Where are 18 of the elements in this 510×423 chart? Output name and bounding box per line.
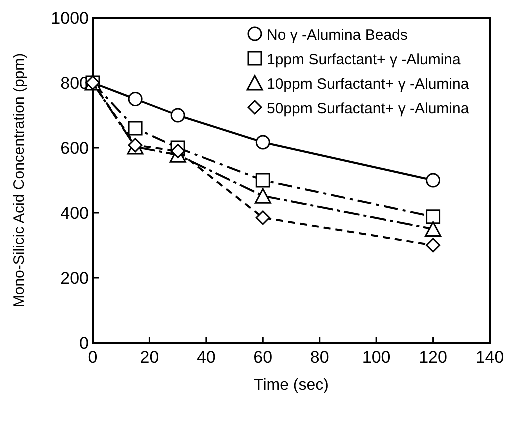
y-tick-label: 0 bbox=[80, 334, 89, 353]
y-tick-label: 1000 bbox=[51, 9, 89, 28]
legend-label: 10ppm Surfactant+ γ -Alumina bbox=[267, 76, 470, 93]
y-tick-label: 200 bbox=[60, 269, 89, 288]
x-tick-label: 120 bbox=[419, 348, 448, 367]
y-tick-label: 600 bbox=[60, 139, 89, 158]
legend-label: 1ppm Surfactant+ γ -Alumina bbox=[267, 52, 462, 68]
y-tick-label: 400 bbox=[60, 204, 89, 223]
x-tick-label: 60 bbox=[254, 348, 273, 367]
legend-label: 50ppm Surfactant+ γ -Alumina bbox=[267, 100, 470, 118]
legend-label: No γ -Alumina Beads bbox=[267, 27, 408, 44]
x-tick-label: 100 bbox=[362, 348, 391, 367]
x-tick-label: 140 bbox=[476, 348, 504, 367]
x-axis-title: Time (sec) bbox=[254, 377, 329, 394]
x-tick-label: 20 bbox=[140, 348, 160, 367]
y-axis-title: Mono-Silicic Acid Concentration (ppm) bbox=[11, 53, 28, 308]
x-tick-label: 40 bbox=[196, 348, 216, 367]
x-tick-label: 80 bbox=[310, 348, 330, 367]
